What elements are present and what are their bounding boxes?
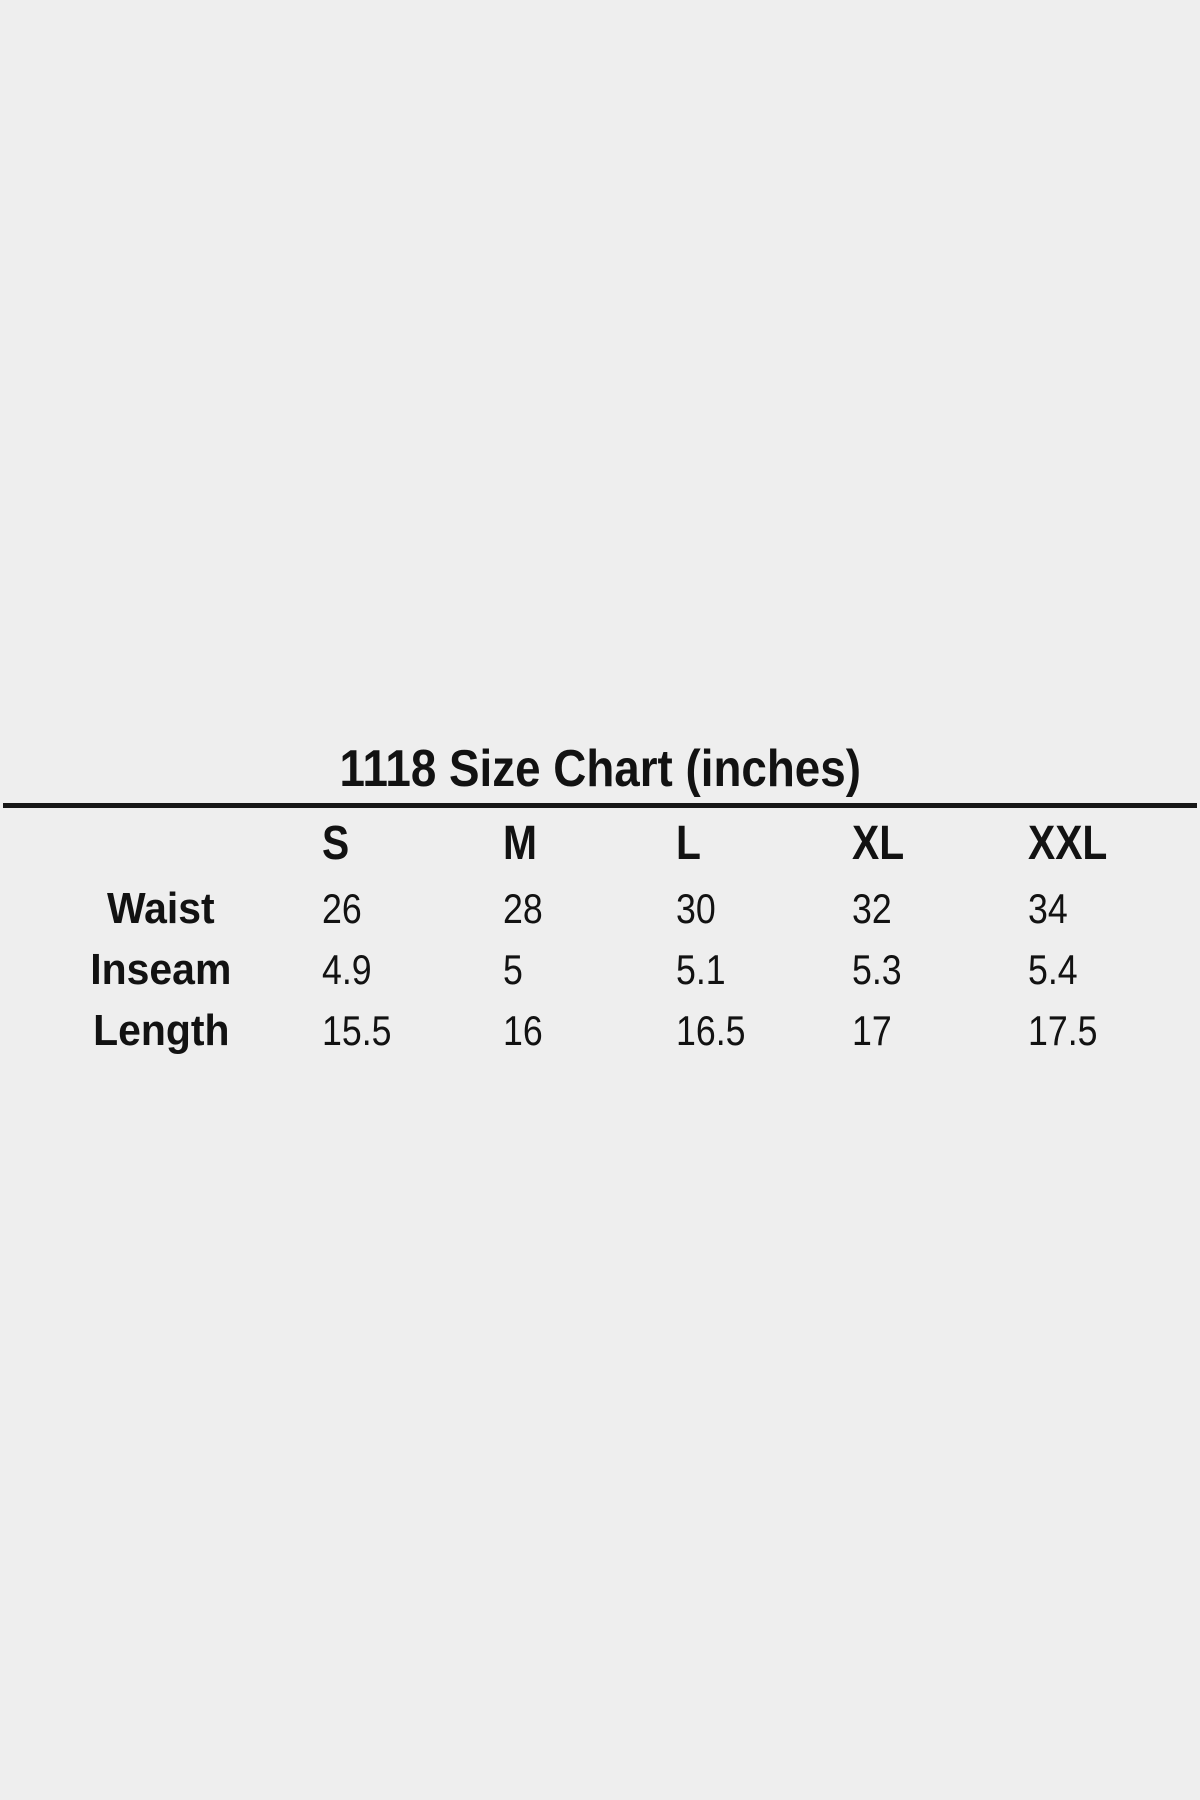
cell-length-l: 16.5 [676,1007,746,1054]
column-header-xl: XL [852,816,905,870]
column-header-xxl: XXL [1028,816,1108,870]
cell-waist-xl: 32 [852,885,892,932]
cell-inseam-m: 5 [503,946,523,993]
cell-length-m: 16 [503,1007,543,1054]
divider-line [3,803,1197,808]
cell-length-xxl: 17.5 [1028,1007,1098,1054]
column-header-m: M [503,816,537,870]
page-title: 1118 Size Chart (inches) [0,743,1200,795]
cell-waist-l: 30 [676,885,716,932]
row-label-inseam: Inseam [90,945,232,994]
size-table: S M L XL XXL Waist 26 28 30 32 34 [0,808,1200,1062]
cell-inseam-l: 5.1 [676,946,726,993]
cell-inseam-xl: 5.3 [852,946,902,993]
column-header-s: S [322,816,350,870]
cell-waist-xxl: 34 [1028,885,1068,932]
cell-length-s: 15.5 [322,1007,392,1054]
cell-waist-m: 28 [503,885,543,932]
cell-length-xl: 17 [852,1007,892,1054]
cell-inseam-s: 4.9 [322,946,372,993]
column-header-l: L [676,816,701,870]
page-title-text: 1118 Size Chart (inches) [339,740,861,798]
cell-waist-s: 26 [322,885,362,932]
row-label-length: Length [92,1006,230,1055]
cell-inseam-xxl: 5.4 [1028,946,1078,993]
row-label-waist: Waist [107,884,215,933]
